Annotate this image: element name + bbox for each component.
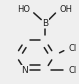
Text: OH: OH	[59, 5, 72, 14]
Text: B: B	[42, 19, 48, 28]
Text: N: N	[22, 66, 28, 75]
Text: Cl: Cl	[69, 44, 77, 53]
Text: HO: HO	[17, 5, 30, 14]
Text: Cl: Cl	[69, 66, 77, 75]
